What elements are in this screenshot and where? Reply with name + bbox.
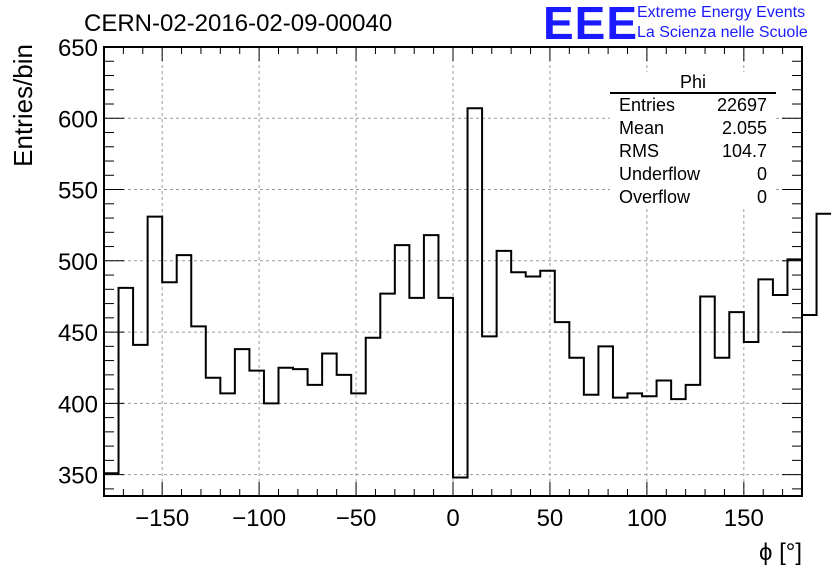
histogram-bin (700, 296, 715, 496)
histogram-bin (744, 342, 759, 496)
histogram-bin (453, 477, 468, 496)
x-tick-label: 150 (724, 505, 764, 532)
y-axis-title: Entries/bin (8, 44, 38, 167)
stats-box: Phi Entries 22697 Mean 2.055 RMS 104.7 U… (610, 72, 776, 209)
x-tick-label: −150 (135, 505, 189, 532)
histogram-bin (366, 338, 381, 496)
logo-line-1: Extreme Energy Events (637, 4, 806, 21)
x-tick-label: −100 (232, 505, 286, 532)
stats-value: 0 (756, 187, 767, 207)
histogram-bin (715, 358, 730, 496)
x-axis-title: ϕ [°] (759, 539, 802, 566)
histogram-bin (264, 403, 279, 496)
histogram-bin (526, 276, 541, 496)
histogram-bin (758, 279, 773, 496)
histogram-bin (249, 371, 264, 496)
x-tick-label: −50 (336, 505, 377, 532)
stats-value: 104.7 (721, 141, 767, 161)
x-tick-label: 0 (446, 505, 459, 532)
histogram-bin (555, 322, 570, 496)
histogram-bin (133, 345, 148, 496)
histogram-bin (395, 245, 410, 496)
histogram-bin (409, 298, 424, 496)
histogram-bin (468, 108, 483, 496)
histogram-bin (337, 375, 352, 496)
stats-row-underflow: Underflow 0 (610, 163, 776, 186)
stats-label: Underflow (619, 164, 701, 184)
stats-row-mean: Mean 2.055 (610, 117, 776, 140)
histogram-bin (308, 385, 323, 496)
histogram-bin (191, 326, 206, 496)
stats-value: 0 (756, 164, 767, 184)
histogram-bin (497, 251, 512, 496)
histogram-bin (177, 255, 192, 496)
histogram-bin (729, 312, 744, 496)
stats-label: Entries (619, 95, 676, 115)
y-tick-label: 650 (58, 35, 98, 62)
histogram-bin (351, 393, 366, 496)
histogram-bin (293, 369, 308, 496)
histogram-bin (235, 349, 250, 496)
histogram-bin (148, 217, 163, 496)
histogram-bin (642, 396, 657, 496)
stats-title: Phi (610, 72, 776, 94)
histogram-bin (482, 336, 497, 496)
logo-line-2: La Scienza nelle Scuole (637, 24, 808, 41)
histogram-bin (162, 282, 177, 496)
stats-value: 2.055 (721, 118, 767, 138)
histogram-bin (279, 368, 294, 496)
histogram-bin (802, 315, 817, 496)
eee-logo: EEE (543, 0, 639, 49)
stats-label: Mean (619, 118, 665, 138)
histogram-bin (671, 399, 686, 496)
y-tick-label: 500 (58, 249, 98, 276)
stats-row-overflow: Overflow 0 (610, 186, 776, 209)
histogram-bin (380, 294, 395, 496)
histogram-outline (104, 107, 832, 479)
chart-title: CERN-02-2016-02-09-00040 (84, 10, 393, 37)
histogram-bin (773, 295, 788, 496)
y-tick-label: 400 (58, 391, 98, 418)
stats-label: RMS (619, 141, 659, 161)
stats-row-entries: Entries 22697 (610, 94, 776, 117)
stats-row-rms: RMS 104.7 (610, 140, 776, 163)
histogram-bin (540, 271, 555, 496)
histogram-bin (119, 288, 134, 496)
histogram-bin (438, 298, 453, 496)
histogram-bin (220, 393, 235, 496)
histogram-bin (686, 385, 701, 496)
y-tick-label: 550 (58, 178, 98, 205)
stats-value: 22697 (716, 95, 767, 115)
x-tick-label: 50 (537, 505, 564, 532)
histogram-bin (657, 381, 672, 496)
histogram-bin (628, 393, 643, 496)
x-tick-label: 100 (627, 505, 667, 532)
y-tick-label: 600 (58, 106, 98, 133)
histogram-bin (613, 398, 628, 496)
histogram-bin (817, 214, 832, 496)
y-tick-label: 450 (58, 320, 98, 347)
y-tick-label: 350 (58, 463, 98, 490)
histogram-bin (424, 235, 439, 496)
histogram-bin (598, 346, 613, 496)
histogram-bin (206, 378, 221, 496)
histogram-bin (511, 272, 526, 496)
stats-label: Overflow (619, 187, 691, 207)
histogram-bin (569, 358, 584, 496)
histogram-bin (584, 395, 599, 496)
histogram-bin (104, 473, 119, 496)
